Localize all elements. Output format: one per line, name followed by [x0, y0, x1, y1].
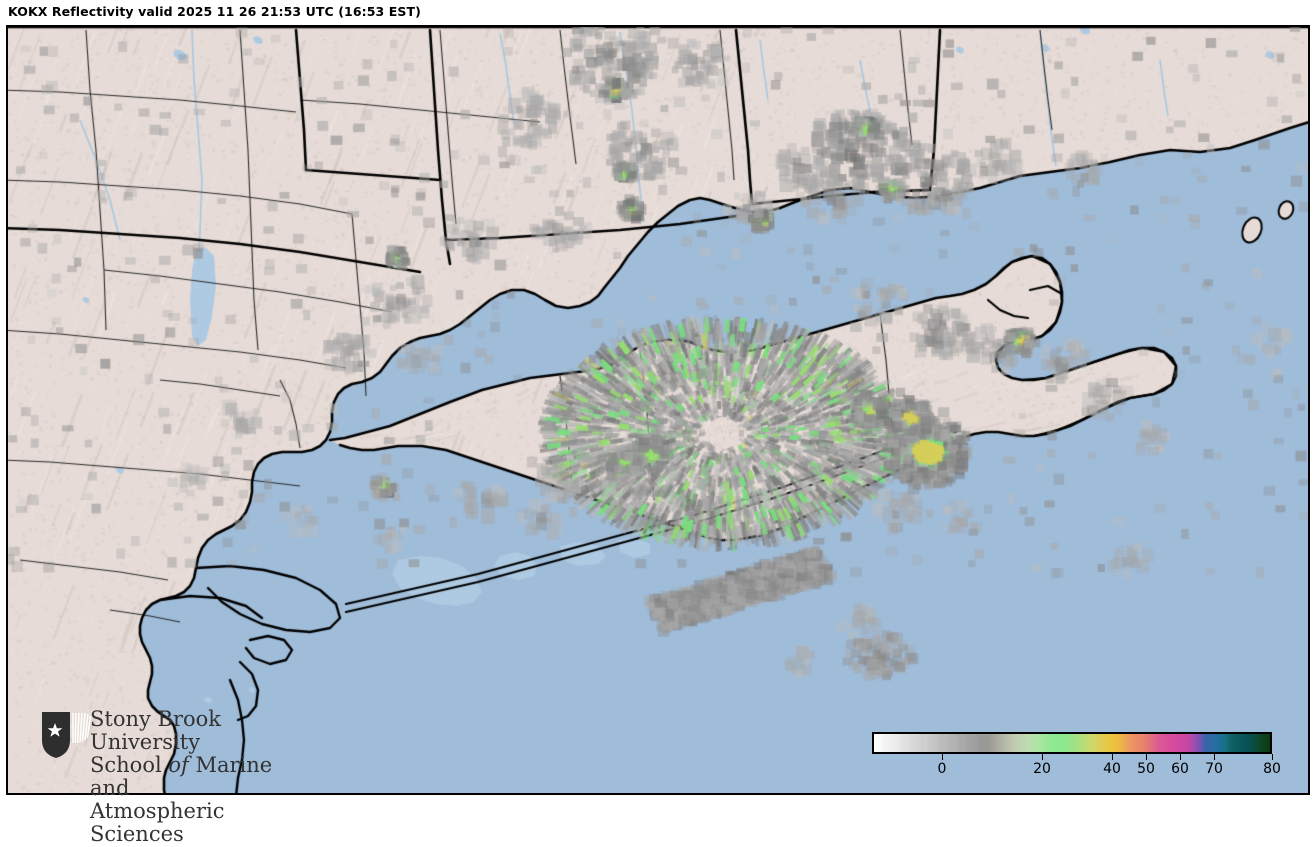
colorbar-tick — [1112, 754, 1113, 760]
logo-line-2: School of Marine and — [90, 754, 310, 800]
radar-image-viewer: KOKX Reflectivity valid 2025 11 26 21:53… — [6, 4, 1310, 847]
colorbar-tick — [1146, 754, 1147, 760]
colorbar-tick — [1180, 754, 1181, 760]
radar-map-canvas[interactable] — [8, 27, 1308, 793]
logo-line-3: Atmospheric Sciences — [90, 799, 225, 847]
logo-line-1: Stony Brook University — [90, 707, 222, 755]
colorbar-gradient — [872, 732, 1272, 754]
colorbar-tick-label: 20 — [1033, 761, 1051, 777]
shield-icon — [42, 712, 92, 758]
logo-line-2-italic: of — [168, 753, 189, 778]
colorbar-tick — [1042, 754, 1043, 760]
colorbar-tick-label: 70 — [1205, 761, 1223, 777]
logo-line-2-a: School — [90, 753, 169, 778]
stony-brook-logo: Stony Brook University School of Marine … — [40, 707, 310, 846]
colorbar-tick — [942, 754, 943, 760]
reflectivity-colorbar: 0 20 40 50 60 70 80 — [866, 728, 1281, 790]
page-title: KOKX Reflectivity valid 2025 11 26 21:53… — [8, 4, 421, 19]
colorbar-tick — [1214, 754, 1215, 760]
logo-text: Stony Brook University School of Marine … — [90, 707, 310, 847]
colorbar-tick-label: 50 — [1137, 761, 1155, 777]
colorbar-tick-label: 0 — [937, 761, 947, 777]
colorbar-tick-label: 40 — [1103, 761, 1121, 777]
logo-line-2-b: Marine and — [90, 753, 273, 801]
colorbar-tick — [1272, 754, 1273, 760]
radar-map-frame — [6, 25, 1310, 795]
colorbar-tick-label: 60 — [1171, 761, 1189, 777]
colorbar-tick-label: 80 — [1263, 761, 1281, 777]
